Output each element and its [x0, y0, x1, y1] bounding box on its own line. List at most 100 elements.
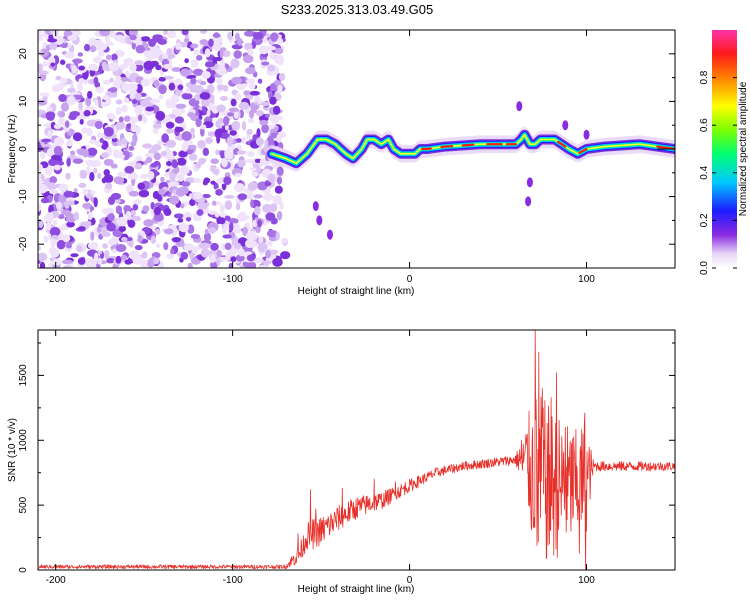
spectrogram-noise-cell	[41, 138, 51, 143]
spectrogram-noise-cell	[204, 62, 216, 68]
spectrogram-noise-cell	[237, 37, 243, 46]
spectrogram-noise-cell	[121, 82, 131, 92]
spectrogram-noise-cell	[47, 129, 53, 140]
spectrogram-noise-cell	[275, 115, 284, 121]
spectrogram-noise-cell	[69, 150, 76, 156]
spectrogram-extra-blob	[583, 129, 590, 140]
spectrogram-noise-cell	[214, 56, 223, 62]
spectrogram-noise-cell	[138, 234, 143, 244]
spectrogram-noise-cell	[123, 97, 130, 103]
spectrogram-noise-cell	[38, 172, 42, 179]
spectrogram-noise-cell	[73, 211, 80, 221]
spectrogram-noise-cell	[38, 183, 48, 194]
spectrogram-noise-cell	[116, 50, 125, 58]
spectrogram-extra-blob	[326, 229, 333, 240]
spectrogram-noise-cell	[165, 98, 173, 109]
spectrogram-noise-cell	[210, 253, 216, 263]
colorbar-label: Normalized spectral amplitude	[738, 81, 749, 216]
spectrogram-noise-cell	[158, 188, 166, 195]
spectrogram-noise-cell	[221, 157, 228, 168]
spectrogram-noise-cell	[77, 82, 83, 92]
spectrogram-noise-cell	[106, 222, 116, 232]
spectrogram-noise-cell	[200, 98, 211, 107]
spectrogram-noise-cell	[87, 211, 93, 221]
snr-ytick-label: 1500	[18, 364, 29, 387]
spectrogram-noise-cell	[189, 199, 196, 207]
spectrogram-noise-cell	[196, 209, 204, 216]
spectrogram-noise-cell	[39, 150, 46, 160]
spectrogram-noise-cell	[168, 155, 175, 160]
spectrogram-noise-cell	[163, 242, 169, 251]
spectrogram-noise-cell	[72, 158, 84, 164]
spectrogram-noise-cell	[201, 71, 211, 79]
spectrogram-noise-cell	[108, 31, 117, 38]
spectrogram-noise-cell	[121, 104, 128, 113]
spectrogram-noise-cell	[180, 68, 191, 77]
spectrogram-noise-cell	[114, 75, 122, 81]
spectrogram-noise-cell	[200, 124, 207, 130]
spectrogram-noise-cell	[69, 111, 81, 117]
spectrogram-noise-cell	[272, 195, 283, 205]
spectrogram-noise-cell	[103, 126, 114, 137]
spectrogram-noise-cell	[64, 120, 70, 128]
spectrogram-noise-cell	[72, 58, 83, 64]
spectrogram-noise-cell	[39, 221, 44, 228]
spectrogram-noise-cell	[175, 103, 187, 109]
spectrogram-noise-cell	[214, 212, 220, 218]
spectrogram-noise-cell	[188, 153, 198, 161]
spectrogram-noise-cell	[134, 64, 144, 72]
spectrogram-noise-cell	[258, 264, 268, 268]
spectrogram-noise-cell	[252, 134, 258, 141]
spectrogram-noise-cell	[181, 30, 189, 36]
spectrogram-noise-cell	[56, 239, 66, 250]
spectrogram-noise-cell	[72, 132, 83, 142]
spectrogram-noise-cell	[274, 54, 285, 65]
spectrogram-noise-cell	[89, 206, 95, 211]
spectrogram-noise-cell	[234, 173, 242, 178]
spectrogram-noise-cell	[210, 180, 216, 185]
spectrogram-noise-cell	[140, 173, 149, 179]
spectrogram-noise-cell	[107, 213, 115, 222]
spectrogram-noise-cell	[49, 189, 59, 195]
spectrogram-noise-cell	[206, 109, 211, 117]
spectrogram-noise-cell	[213, 182, 219, 191]
colorbar-tick-label: 0.6	[699, 118, 710, 132]
spectrogram-noise-cell	[227, 31, 234, 41]
spectrogram-noise-cell	[160, 176, 165, 183]
spectrogram-noise-cell	[216, 84, 225, 91]
spectrogram-noise-cell	[261, 260, 272, 265]
spectrogram-noise-cell	[82, 188, 89, 196]
spectrogram-noise-cell	[153, 152, 162, 161]
spectrogram-noise-cell	[224, 151, 234, 160]
spectrogram-noise-cell	[151, 144, 162, 151]
spectrogram-noise-cell	[224, 200, 233, 211]
spectrogram-noise-cell	[137, 182, 146, 190]
spectrogram-noise-cell	[259, 119, 269, 126]
spectrogram-noise-cell	[81, 127, 89, 134]
spectrogram-noise-cell	[70, 253, 79, 258]
spectrogram-noise-cell	[39, 261, 46, 268]
spectrogram-noise-cell	[202, 104, 207, 114]
spectrogram-noise-cell	[230, 58, 240, 69]
spectrogram-noise-cell	[155, 110, 166, 121]
spectrogram-noise-cell	[89, 139, 97, 144]
spectrogram-noise-cell	[261, 203, 273, 213]
spectrogram-noise-cell	[123, 204, 132, 212]
spectrogram-noise-cell	[130, 127, 140, 133]
spectrogram-noise-cell	[64, 51, 75, 59]
spectrogram-noise-cell	[105, 41, 114, 47]
spectrogram-noise-cell	[94, 81, 101, 88]
colorbar-ticks: 0.0 0.2 0.4 0.6 0.8	[699, 70, 737, 275]
spectrogram-noise-cell	[267, 64, 276, 72]
spectrogram-noise-cell	[39, 92, 50, 97]
spectrogram-noise-cell	[106, 113, 115, 119]
spectrogram-noise-cell	[83, 43, 91, 52]
spectrogram-noise-cell	[183, 38, 190, 43]
spectrogram-hot-segment	[557, 140, 567, 148]
spectrogram-noise-cell	[150, 201, 155, 210]
spectrogram-noise-cell	[263, 36, 268, 44]
spectrogram-noise-cell	[53, 136, 65, 147]
spectrogram-ytick-label: 20	[18, 48, 29, 60]
spectrogram-extra-blob	[312, 201, 319, 212]
spectrogram-noise-cell	[135, 45, 146, 54]
